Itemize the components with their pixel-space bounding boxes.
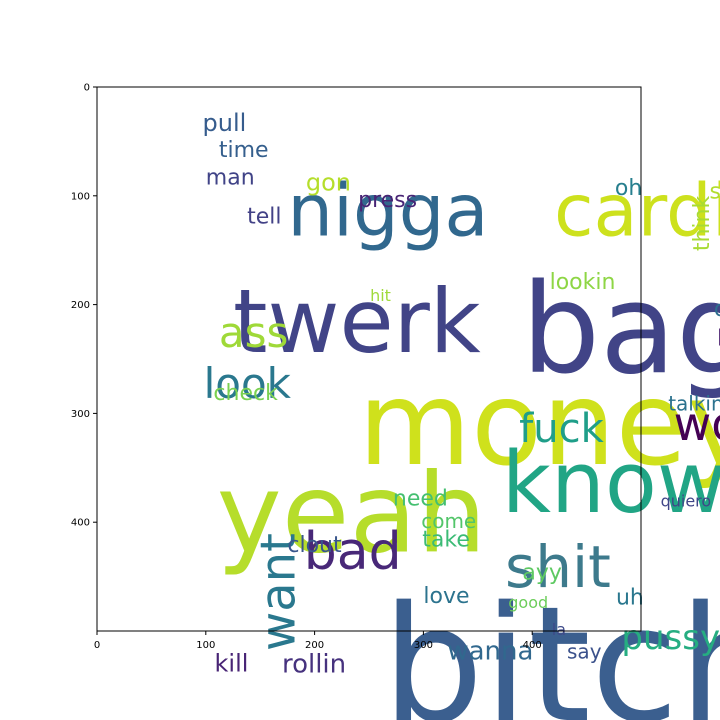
word-know: know [502,434,720,533]
word-time: time [219,138,269,163]
word-ayy: ayy [522,560,562,585]
word-good: good [508,593,548,612]
word-fuck: fuck [519,406,604,452]
y-axis: 0 100 200 300 400 [71,83,97,529]
word-shit: shit [505,533,611,601]
word-wanna: wanna [447,636,533,666]
word-uh: uh [616,585,644,610]
word-love: love [423,584,469,609]
y-tick-label: 400 [71,518,90,529]
x-axis: 0 100 200 300 400 [94,631,542,651]
y-tick-label: 100 [71,191,90,202]
word-pussy: pussy [621,618,720,658]
word-hit: hit [370,286,391,305]
word-lookin: lookin [550,270,616,295]
word-think: think [690,196,715,252]
word-smoke: smoke [710,179,720,204]
word-dat: dat [714,297,720,322]
word-yeah: yeah [217,449,487,577]
word-say: say [567,640,602,664]
word-kill: kill [215,649,249,677]
y-tick-label: 0 [84,83,90,94]
y-tick-label: 300 [71,409,90,420]
axes-frame [96,86,642,632]
x-tick-label: 0 [94,640,100,651]
word-talkin: talkin [668,392,720,416]
word-bad: bad [304,522,402,582]
word-oh: oh [615,176,642,201]
word-look: look [204,359,292,408]
y-tick-label: 200 [71,300,90,311]
x-tick-label: 300 [414,640,433,651]
word-twerk: twerk [233,270,481,373]
word-press: press [358,188,417,213]
word-bag: bag [521,258,720,402]
x-tick-label: 200 [305,640,324,651]
word-rollin: rollin [282,649,346,679]
word-pull: pull [203,109,247,137]
word-take: take [422,528,470,553]
word-tell: tell [247,205,281,230]
x-tick-label: 400 [523,640,542,651]
word-bitch: bitch [382,571,720,720]
word-money: money [358,357,720,492]
word-need: need [393,486,448,511]
word-man: man [206,165,255,190]
word-gon: gon [306,169,351,197]
word-clout: clout [287,533,342,558]
word-nigga: nigga [287,169,488,253]
word-cardi: cardi [554,169,720,253]
word-check: check [213,381,278,406]
word-la: la [552,620,566,639]
x-tick-label: 100 [196,640,215,651]
word-come: come [421,509,476,533]
word-woo: woo [674,397,720,451]
word-quiero: quiero [661,492,712,511]
word-hoe: hoe [717,326,720,351]
word-ass: ass [219,308,289,357]
